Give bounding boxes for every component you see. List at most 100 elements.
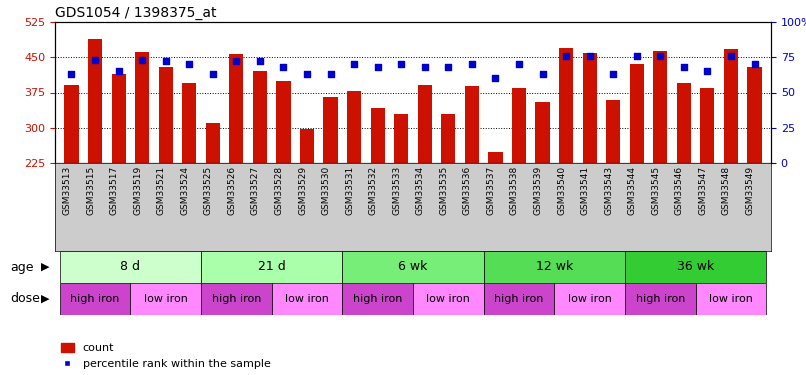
Text: dose: dose: [10, 292, 40, 306]
Bar: [653, 51, 667, 163]
Text: GSM33513: GSM33513: [63, 166, 72, 215]
Bar: [583, 53, 596, 163]
Text: low iron: low iron: [709, 294, 753, 304]
Bar: [488, 152, 502, 163]
Point: [584, 53, 596, 59]
Point: [183, 61, 196, 67]
Text: age: age: [10, 261, 34, 273]
Point: [395, 61, 408, 67]
Text: low iron: low iron: [285, 294, 329, 304]
Legend: count, percentile rank within the sample: count, percentile rank within the sample: [60, 343, 271, 369]
Text: GSM33519: GSM33519: [133, 166, 142, 215]
Bar: [677, 83, 691, 163]
Point: [372, 64, 384, 70]
Bar: [700, 88, 714, 163]
Bar: [629, 64, 644, 163]
Text: 6 wk: 6 wk: [398, 261, 428, 273]
Text: GSM33528: GSM33528: [275, 166, 284, 215]
Text: GSM33533: GSM33533: [393, 166, 401, 215]
Bar: [111, 74, 126, 163]
Text: GSM33537: GSM33537: [487, 166, 496, 215]
Point: [748, 61, 761, 67]
Text: low iron: low iron: [567, 294, 612, 304]
Text: GSM33538: GSM33538: [510, 166, 519, 215]
Bar: [606, 99, 621, 163]
Bar: [60, 251, 201, 283]
Text: 12 wk: 12 wk: [536, 261, 573, 273]
Point: [160, 58, 172, 64]
Bar: [696, 283, 767, 315]
Bar: [371, 108, 384, 163]
Text: 21 d: 21 d: [258, 261, 285, 273]
Point: [701, 68, 714, 74]
Text: GSM33529: GSM33529: [298, 166, 307, 215]
Bar: [747, 67, 762, 163]
Bar: [394, 114, 409, 163]
Text: high iron: high iron: [70, 294, 120, 304]
Bar: [441, 114, 455, 163]
Point: [677, 64, 690, 70]
Text: GSM33541: GSM33541: [580, 166, 590, 215]
Text: GSM33539: GSM33539: [534, 166, 542, 215]
Bar: [206, 123, 220, 163]
Bar: [131, 283, 201, 315]
Text: GSM33544: GSM33544: [628, 166, 637, 214]
Bar: [300, 129, 314, 163]
Bar: [201, 251, 343, 283]
Text: GSM33530: GSM33530: [322, 166, 330, 215]
Text: GSM33548: GSM33548: [722, 166, 731, 215]
Text: ▶: ▶: [40, 294, 49, 304]
Text: GDS1054 / 1398375_at: GDS1054 / 1398375_at: [55, 6, 217, 20]
Text: 8 d: 8 d: [120, 261, 140, 273]
Point: [513, 61, 526, 67]
Text: GSM33521: GSM33521: [156, 166, 166, 215]
Point: [65, 71, 78, 77]
Bar: [272, 283, 343, 315]
Text: GSM33525: GSM33525: [204, 166, 213, 215]
Point: [301, 71, 314, 77]
Text: GSM33515: GSM33515: [86, 166, 95, 215]
Bar: [555, 283, 625, 315]
Point: [489, 75, 502, 81]
Text: high iron: high iron: [353, 294, 402, 304]
Bar: [484, 283, 555, 315]
Point: [347, 61, 360, 67]
Text: GSM33535: GSM33535: [439, 166, 448, 215]
Text: GSM33545: GSM33545: [651, 166, 660, 215]
Text: low iron: low iron: [143, 294, 188, 304]
Bar: [182, 83, 197, 163]
Bar: [159, 67, 172, 163]
Bar: [60, 283, 131, 315]
Point: [206, 71, 219, 77]
Point: [465, 61, 478, 67]
Point: [324, 71, 337, 77]
Text: ▶: ▶: [40, 262, 49, 272]
Point: [654, 53, 667, 59]
Bar: [512, 88, 526, 163]
Bar: [229, 54, 243, 163]
Bar: [625, 251, 767, 283]
Point: [630, 53, 643, 59]
Point: [253, 58, 266, 64]
Point: [135, 57, 148, 63]
Point: [607, 71, 620, 77]
Point: [536, 71, 549, 77]
Text: GSM33549: GSM33549: [746, 166, 754, 215]
Bar: [559, 48, 573, 163]
Bar: [347, 91, 361, 163]
Point: [277, 64, 290, 70]
Text: GSM33526: GSM33526: [227, 166, 236, 215]
Text: GSM33546: GSM33546: [675, 166, 683, 215]
Bar: [323, 97, 338, 163]
Point: [230, 58, 243, 64]
Text: GSM33534: GSM33534: [416, 166, 425, 215]
Text: GSM33531: GSM33531: [345, 166, 354, 215]
Text: low iron: low iron: [426, 294, 470, 304]
Point: [559, 53, 572, 59]
Bar: [535, 102, 550, 163]
Text: GSM33527: GSM33527: [251, 166, 260, 215]
Text: GSM33547: GSM33547: [699, 166, 708, 215]
Text: 36 wk: 36 wk: [677, 261, 714, 273]
Bar: [276, 81, 290, 163]
Text: GSM33532: GSM33532: [368, 166, 378, 215]
